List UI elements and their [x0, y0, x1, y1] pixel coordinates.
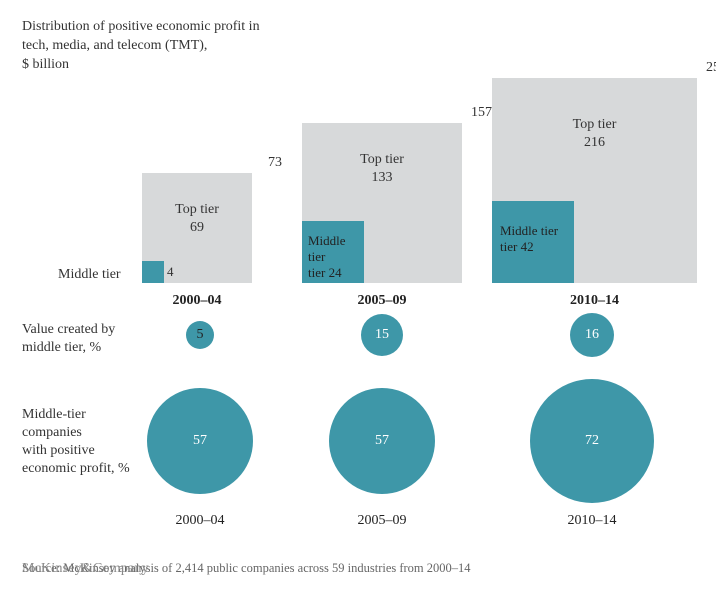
total-value: 73	[268, 155, 282, 171]
middle-tier-label: Middle tier tier 24	[308, 233, 364, 282]
total-value: 157	[471, 105, 492, 121]
chart-column-2010-14: 258 Top tier 216 Middle tier tier 42	[492, 78, 697, 283]
middle-tier-box: Middle tier tier 42	[492, 201, 574, 283]
stacked-box-chart: Middle tier 73 Top tier 69 4 2000–04 157…	[22, 79, 694, 309]
period-label: 2005–09	[302, 293, 462, 309]
middle-tier-value: 4	[167, 264, 174, 280]
middle-tier-box: Middle tier tier 24	[302, 221, 364, 283]
period-label: 2000–04	[142, 293, 252, 309]
title-line-2: tech, media, and telecom (TMT),	[22, 38, 207, 53]
title-line-1: Distribution of positive economic profit…	[22, 19, 260, 34]
title-line-3: $ billion	[22, 57, 69, 72]
top-tier-label: Top tier 216	[492, 116, 697, 152]
bubble-value-created: 16	[570, 313, 614, 357]
bubble-companies-profit: 57	[329, 388, 435, 494]
bubble-companies-profit: 72	[530, 379, 654, 503]
middle-tier-side-label: Middle tier	[58, 267, 121, 283]
chart-title: Distribution of positive economic profit…	[22, 18, 694, 75]
bubble-companies-profit: 57	[147, 388, 253, 494]
chart-column-2005-09: 157 Top tier 133 Middle tier tier 24	[302, 123, 462, 283]
bubble-value-created: 15	[361, 314, 403, 356]
bubble-period-label: 2005–09	[332, 513, 432, 529]
top-tier-label: Top tier 69	[142, 201, 252, 237]
total-box: 73 Top tier 69 4	[142, 173, 252, 283]
top-tier-label: Top tier 133	[302, 151, 462, 187]
period-label: 2010–14	[492, 293, 697, 309]
row2-label: Middle-tiercompanieswith positiveeconomi…	[22, 406, 152, 479]
total-box: 258 Top tier 216 Middle tier tier 42	[492, 78, 697, 283]
chart-column-2000-04: 73 Top tier 69 4	[142, 173, 252, 283]
middle-tier-label: Middle tier tier 42	[500, 223, 558, 256]
mckinsey-logo: McKinsey&Company	[22, 561, 149, 577]
bubble-value-created: 5	[186, 321, 214, 349]
bubble-period-label: 2000–04	[150, 513, 250, 529]
middle-tier-box	[142, 261, 164, 283]
total-value: 258	[706, 60, 716, 76]
row1-label: Value created bymiddle tier, %	[22, 321, 152, 357]
bubble-period-label: 2010–14	[542, 513, 642, 529]
bubble-chart: Value created bymiddle tier, % Middle-ti…	[22, 311, 694, 551]
total-box: 157 Top tier 133 Middle tier tier 24	[302, 123, 462, 283]
